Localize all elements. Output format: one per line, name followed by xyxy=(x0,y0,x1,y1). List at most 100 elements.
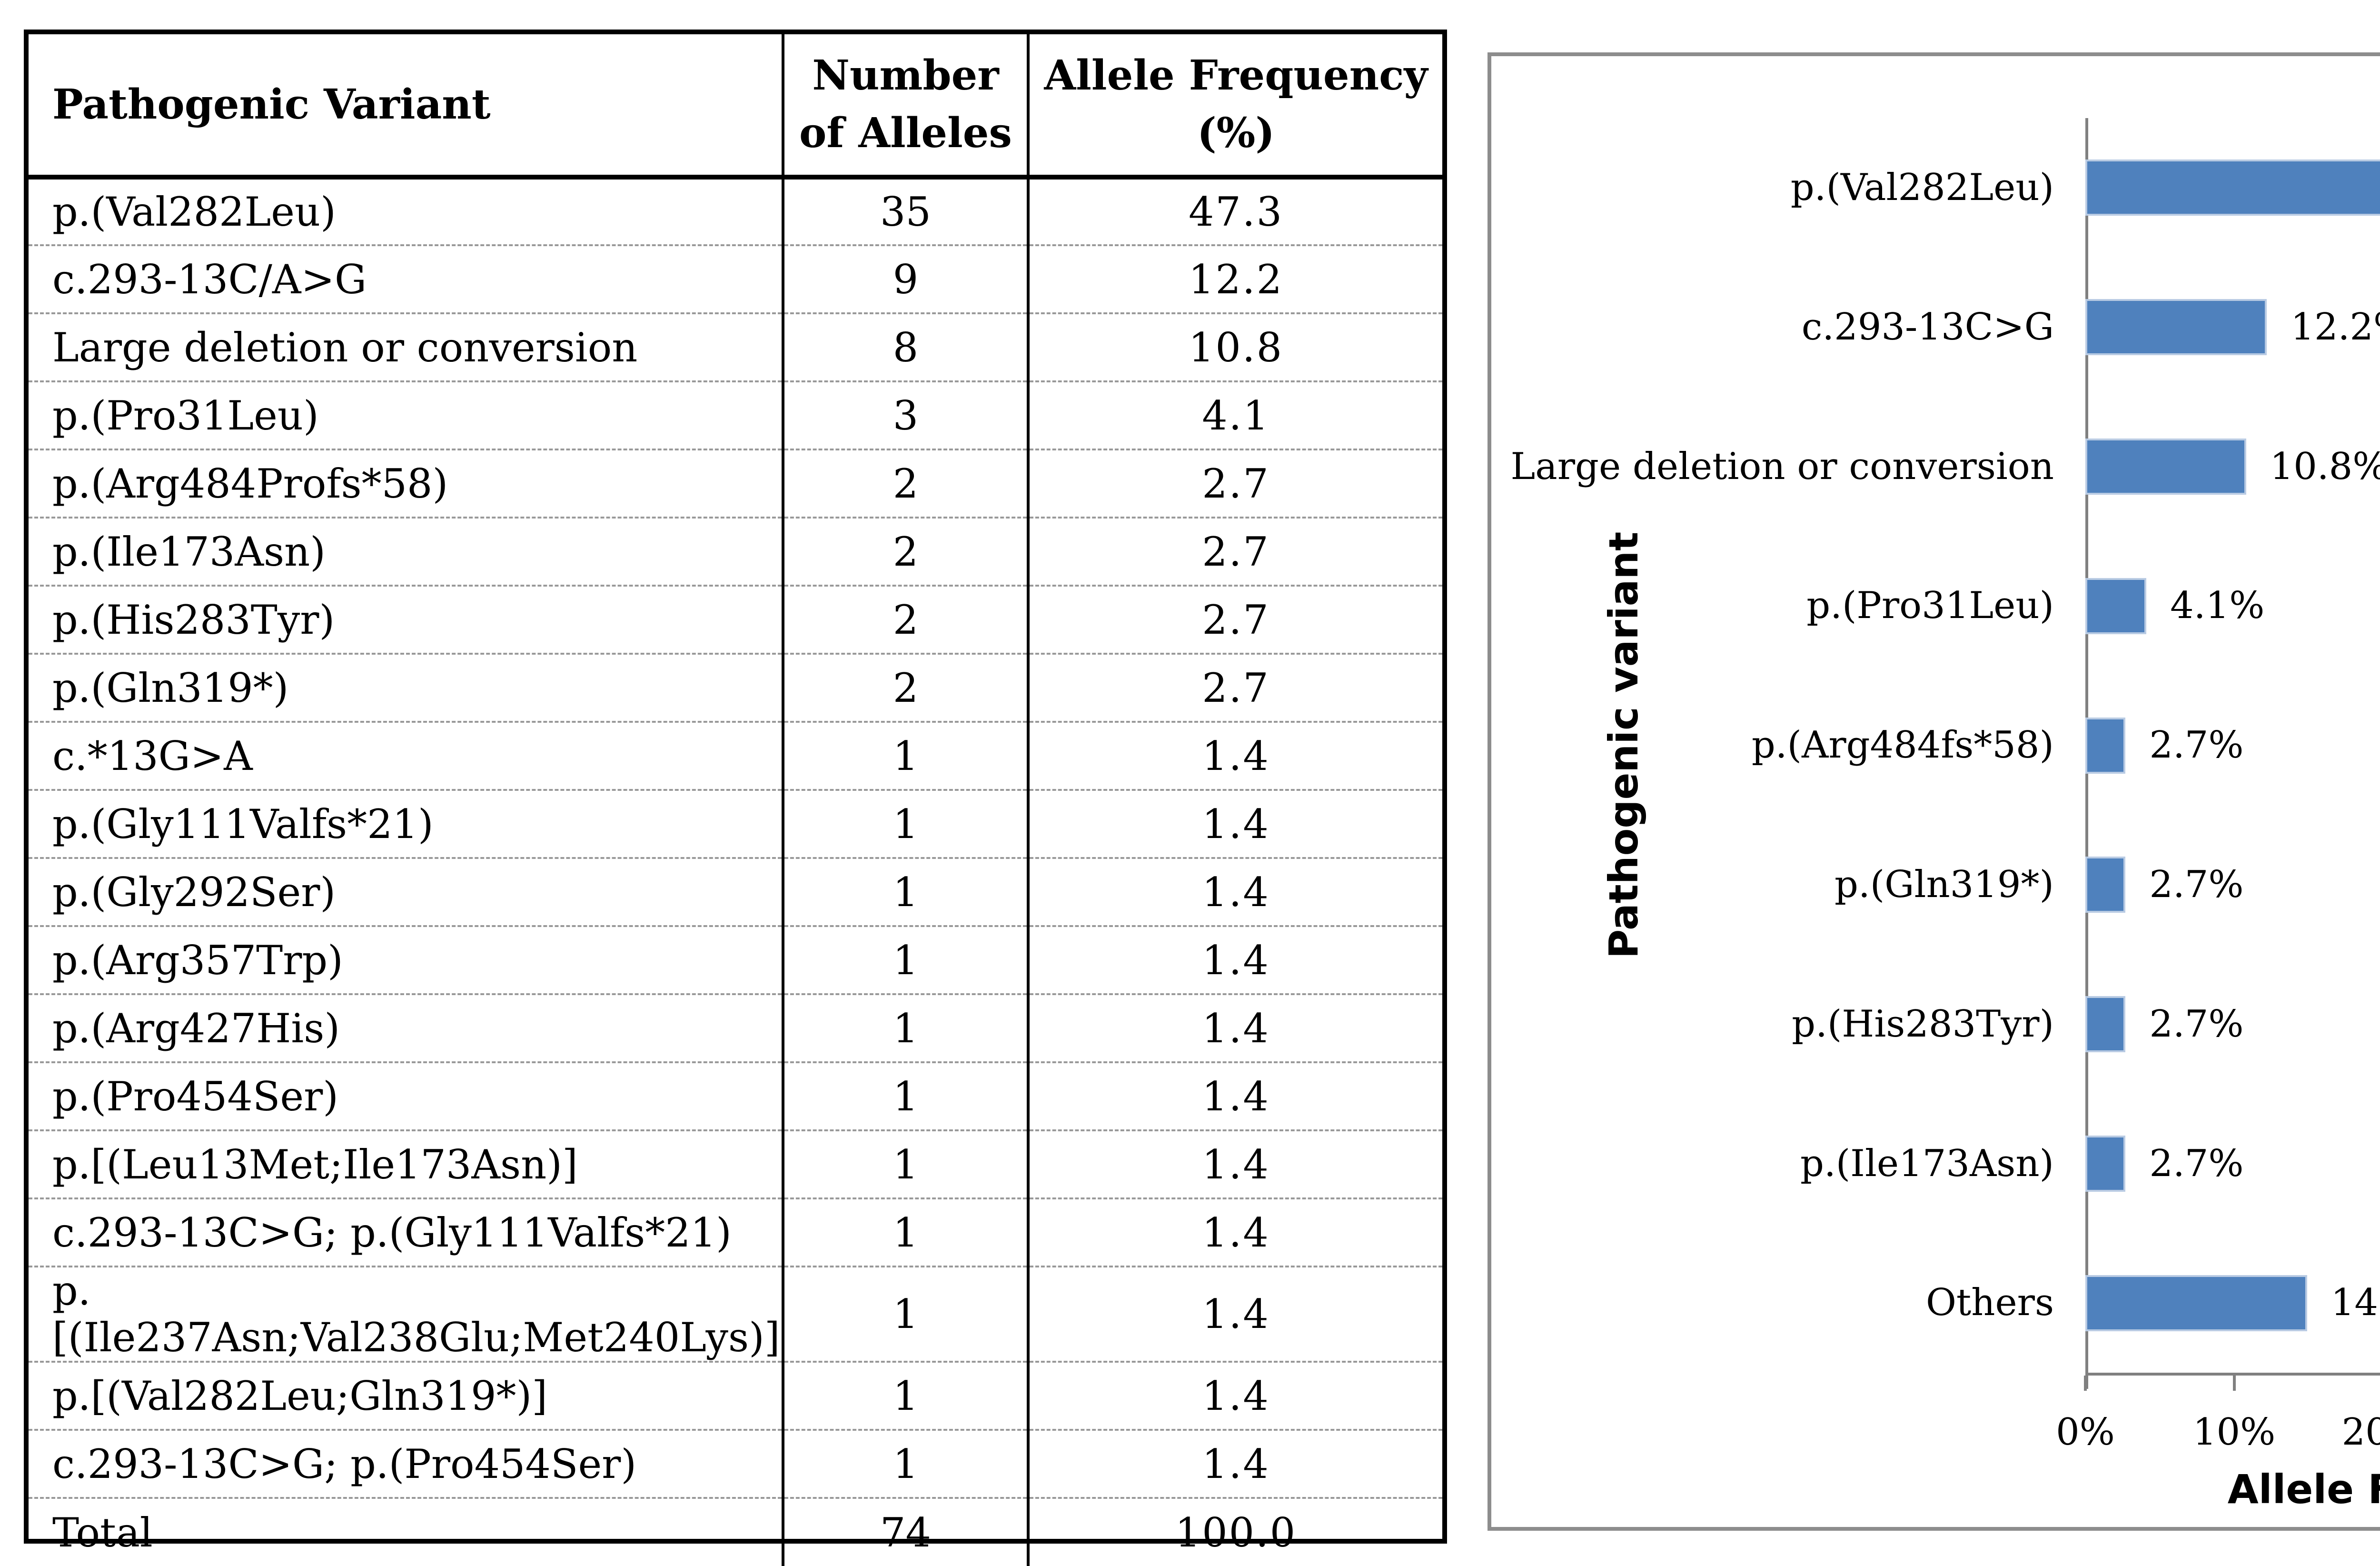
table-row: p.(Pro31Leu) 3 4.1 xyxy=(29,381,1442,450)
frequency-cell: 1.4 xyxy=(1027,1267,1442,1363)
table-header-variant-label: Pathogenic Variant xyxy=(52,80,491,129)
alleles-cell: 1 xyxy=(782,1198,1028,1267)
bar-value-label: 2.7% xyxy=(2149,1142,2244,1185)
table-row: p.(Gly292Ser) 1 1.4 xyxy=(29,858,1442,927)
alleles-cell: 74 xyxy=(782,1498,1028,1566)
category-label: Others xyxy=(1925,1281,2054,1325)
variant-cell: c.*13G>A xyxy=(29,722,783,791)
alleles-cell: 2 xyxy=(782,586,1028,655)
variant-cell: Large deletion or conversion xyxy=(29,313,783,382)
category-label: p.(Val282Leu) xyxy=(1790,166,2054,209)
frequency-cell: 1.4 xyxy=(1027,1062,1442,1131)
bar-value-label: 14.9% xyxy=(2330,1281,2380,1325)
variant-cell: p.(Gly292Ser) xyxy=(29,858,783,927)
alleles-cell: 1 xyxy=(782,1430,1028,1499)
table-row: p.(Arg357Trp) 1 1.4 xyxy=(29,926,1442,995)
table-row: p.(Arg427His) 1 1.4 xyxy=(29,994,1442,1063)
variant-table: Pathogenic Variant Number of Alleles All… xyxy=(29,34,1442,1566)
category-label: Large deletion or conversion xyxy=(1510,445,2054,488)
frequency-cell: 1.4 xyxy=(1027,994,1442,1063)
frequency-cell: 100.0 xyxy=(1027,1498,1442,1566)
alleles-cell: 1 xyxy=(782,722,1028,791)
table-row: Total 74 100.0 xyxy=(29,1498,1442,1566)
category-label: p.(His283Tyr) xyxy=(1792,1002,2054,1046)
x-tick-label: 10% xyxy=(2192,1411,2276,1454)
table-row: p.(Gln319*) 2 2.7 xyxy=(29,654,1442,723)
table-header-row: Pathogenic Variant Number of Alleles All… xyxy=(29,34,1442,180)
alleles-cell: 2 xyxy=(782,654,1028,723)
category-label: p.(Gln319*) xyxy=(1835,863,2054,906)
x-axis-line xyxy=(2085,1373,2380,1376)
alleles-cell: 3 xyxy=(782,381,1028,450)
bar xyxy=(2085,1136,2126,1192)
x-tick xyxy=(2232,1376,2236,1391)
bar-value-label: 12.2% xyxy=(2291,305,2380,349)
table-header-frequency: Allele Frequency (%) xyxy=(1027,34,1442,180)
variant-cell: p.(Val282Leu) xyxy=(29,177,783,246)
table-header-alleles: Number of Alleles xyxy=(782,34,1028,180)
frequency-cell: 1.4 xyxy=(1027,790,1442,859)
allele-frequency-chart: Pathogenic variant p.(Val282Leu)47.3%c.2… xyxy=(1488,52,2380,1531)
variant-cell: c.293-13C/A>G xyxy=(29,245,783,314)
bar-value-label: 10.8% xyxy=(2270,445,2380,488)
table-header-variant: Pathogenic Variant xyxy=(29,34,783,180)
alleles-cell: 1 xyxy=(782,926,1028,995)
category-label: p.(Arg484fs*58) xyxy=(1751,724,2054,767)
alleles-cell: 1 xyxy=(782,858,1028,927)
alleles-cell: 2 xyxy=(782,449,1028,519)
variant-cell: p.[(Val282Leu;Gln319*)] xyxy=(29,1362,783,1431)
table-row: p.(Val282Leu) 35 47.3 xyxy=(29,177,1442,246)
variant-cell: p.(Pro454Ser) xyxy=(29,1062,783,1131)
table-row: c.293-13C>G; p.(Pro454Ser) 1 1.4 xyxy=(29,1430,1442,1499)
bar-value-label: 2.7% xyxy=(2149,1002,2244,1046)
variant-cell: p.(Gly111Valfs*21) xyxy=(29,790,783,859)
frequency-cell: 2.7 xyxy=(1027,586,1442,655)
frequency-cell: 1.4 xyxy=(1027,1198,1442,1267)
variant-cell: p.(Arg484Profs*58) xyxy=(29,449,783,519)
variant-cell: c.293-13C>G; p.(Pro454Ser) xyxy=(29,1430,783,1499)
frequency-cell: 2.7 xyxy=(1027,449,1442,519)
table-row: p.(Arg484Profs*58) 2 2.7 xyxy=(29,449,1442,519)
bar-value-label: 4.1% xyxy=(2170,584,2265,628)
alleles-cell: 1 xyxy=(782,1062,1028,1131)
table-row: p.(Gly111Valfs*21) 1 1.4 xyxy=(29,790,1442,859)
alleles-cell: 2 xyxy=(782,518,1028,587)
variant-cell: p.[(Leu13Met;Ile173Asn)] xyxy=(29,1130,783,1199)
alleles-cell: 8 xyxy=(782,313,1028,382)
bar xyxy=(2085,1275,2307,1331)
variant-cell: p.(His283Tyr) xyxy=(29,586,783,655)
frequency-cell: 4.1 xyxy=(1027,381,1442,450)
table-row: p.(Pro454Ser) 1 1.4 xyxy=(29,1062,1442,1131)
alleles-cell: 1 xyxy=(782,1130,1028,1199)
bar xyxy=(2085,578,2147,634)
table-header-alleles-line1: Number xyxy=(812,51,999,100)
table-row: c.293-13C>G; p.(Gly111Valfs*21) 1 1.4 xyxy=(29,1198,1442,1267)
x-tick-label: 20% xyxy=(2341,1411,2380,1454)
category-label: p.(Ile173Asn) xyxy=(1800,1142,2054,1185)
table-header-frequency-line1: Allele Frequency xyxy=(1044,51,1428,100)
x-axis-title: Allele Frequency (%) xyxy=(2227,1466,2380,1513)
alleles-cell: 1 xyxy=(782,1362,1028,1431)
frequency-cell: 1.4 xyxy=(1027,1130,1442,1199)
variant-cell: p.(Ile173Asn) xyxy=(29,518,783,587)
bar xyxy=(2085,857,2126,913)
frequency-cell: 1.4 xyxy=(1027,858,1442,927)
bar xyxy=(2085,299,2267,356)
bar xyxy=(2085,996,2126,1053)
category-label: p.(Pro31Leu) xyxy=(1806,584,2054,628)
bar-value-label: 2.7% xyxy=(2149,724,2244,767)
alleles-cell: 9 xyxy=(782,245,1028,314)
frequency-cell: 2.7 xyxy=(1027,654,1442,723)
x-tick-label: 0% xyxy=(2056,1411,2115,1454)
frequency-cell: 2.7 xyxy=(1027,518,1442,587)
table-row: p.[(Leu13Met;Ile173Asn)] 1 1.4 xyxy=(29,1130,1442,1199)
table-row: c.*13G>A 1 1.4 xyxy=(29,722,1442,791)
table-header-alleles-line2: of Alleles xyxy=(799,109,1012,157)
frequency-cell: 12.2 xyxy=(1027,245,1442,314)
frequency-cell: 47.3 xyxy=(1027,177,1442,246)
table-row: p.[(Val282Leu;Gln319*)] 1 1.4 xyxy=(29,1362,1442,1431)
variant-cell: p.(Arg357Trp) xyxy=(29,926,783,995)
alleles-cell: 1 xyxy=(782,790,1028,859)
x-tick xyxy=(2084,1376,2087,1391)
table-header-frequency-line2: (%) xyxy=(1197,109,1275,157)
